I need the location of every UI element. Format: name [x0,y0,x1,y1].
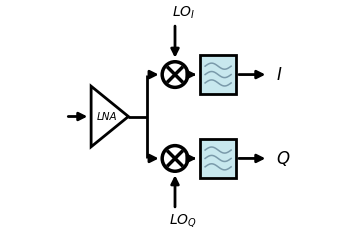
Text: $LO_Q$: $LO_Q$ [169,212,197,229]
Bar [200,139,236,178]
Text: LNA: LNA [97,112,118,121]
Text: $I$: $I$ [276,65,283,84]
Text: $LO_I$: $LO_I$ [172,5,195,21]
Text: $Q$: $Q$ [276,149,291,168]
Bar [200,55,236,94]
